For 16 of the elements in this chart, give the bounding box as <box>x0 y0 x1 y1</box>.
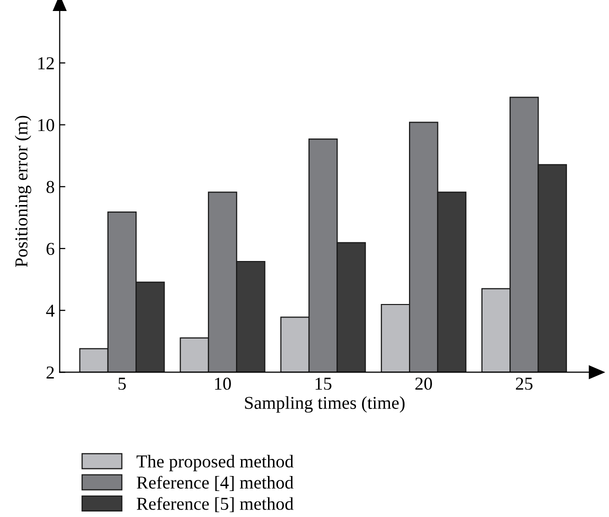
legend-label: The proposed method <box>136 454 294 472</box>
legend-label: Reference [4] method <box>136 476 294 491</box>
x-tick-label: 25 <box>516 378 532 390</box>
y-tick-label: 10 <box>38 119 54 132</box>
y-tick-label: 8 <box>46 180 54 194</box>
y-tick-label: 4 <box>46 304 55 317</box>
x-tick-label: 20 <box>415 378 432 390</box>
x-tick-label: 10 <box>215 378 231 390</box>
x-axis-title: Sampling times (time) <box>245 396 405 413</box>
x-tick-label: 5 <box>118 378 126 390</box>
y-tick-label: 2 <box>46 366 54 379</box>
y-tick-label: 12 <box>38 57 54 70</box>
y-axis-title: Positioning error (m) <box>14 116 32 267</box>
y-tick-label: 6 <box>46 242 54 255</box>
legend-label: Reference [5] method <box>136 497 294 512</box>
x-tick-label: 15 <box>316 378 332 390</box>
